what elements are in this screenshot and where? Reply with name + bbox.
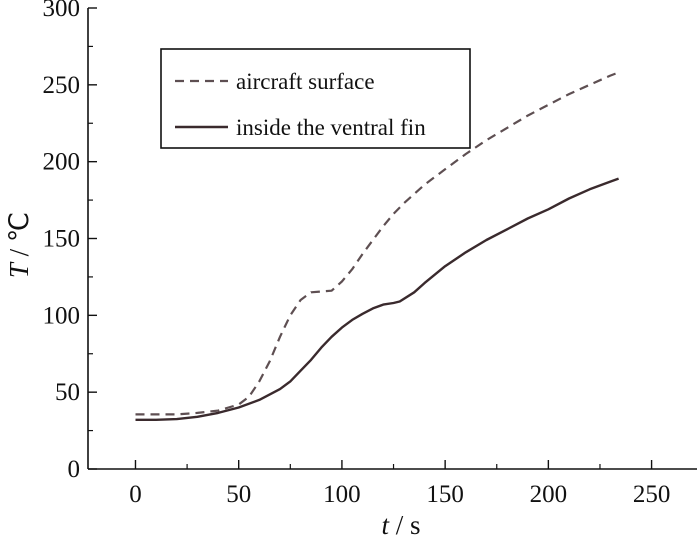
series-line-aircraft-surface	[135, 71, 619, 416]
legend-label-aircraft-surface: aircraft surface	[236, 69, 375, 94]
y-axis-ticks: 0 50 100 150 200 250 300	[43, 0, 97, 483]
y-axis-label: T / ℃	[4, 212, 34, 278]
y-tick-label: 150	[43, 226, 81, 253]
legend-label-inside-ventral-fin: inside the ventral fin	[236, 115, 426, 140]
legend-box	[160, 48, 471, 149]
x-axis-ticks: 0 50 100 150 200 250	[129, 460, 670, 508]
y-tick-label: 250	[43, 72, 81, 99]
legend: aircraft surface inside the ventral fin	[160, 48, 471, 149]
series-layer	[135, 71, 620, 421]
x-tick-label: 0	[129, 481, 142, 508]
y-tick-label: 50	[55, 379, 80, 406]
x-tick-label: 100	[323, 481, 361, 508]
x-axis-label: t / s	[381, 510, 420, 539]
x-tick-label: 150	[426, 481, 464, 508]
y-tick-label: 100	[43, 302, 81, 329]
x-tick-label: 50	[226, 481, 251, 508]
y-axis-unit: / ℃	[4, 212, 34, 263]
y-axis-variable: T	[4, 261, 34, 278]
y-tick-label: 200	[43, 149, 81, 176]
y-tick-label: 300	[43, 0, 81, 22]
x-tick-label: 200	[530, 481, 568, 508]
x-tick-label: 250	[633, 481, 671, 508]
series-line-inside-ventral-fin	[135, 177, 620, 421]
x-axis-variable: t	[381, 510, 390, 539]
y-tick-label: 0	[68, 456, 81, 483]
x-axis-unit: / s	[389, 510, 421, 539]
